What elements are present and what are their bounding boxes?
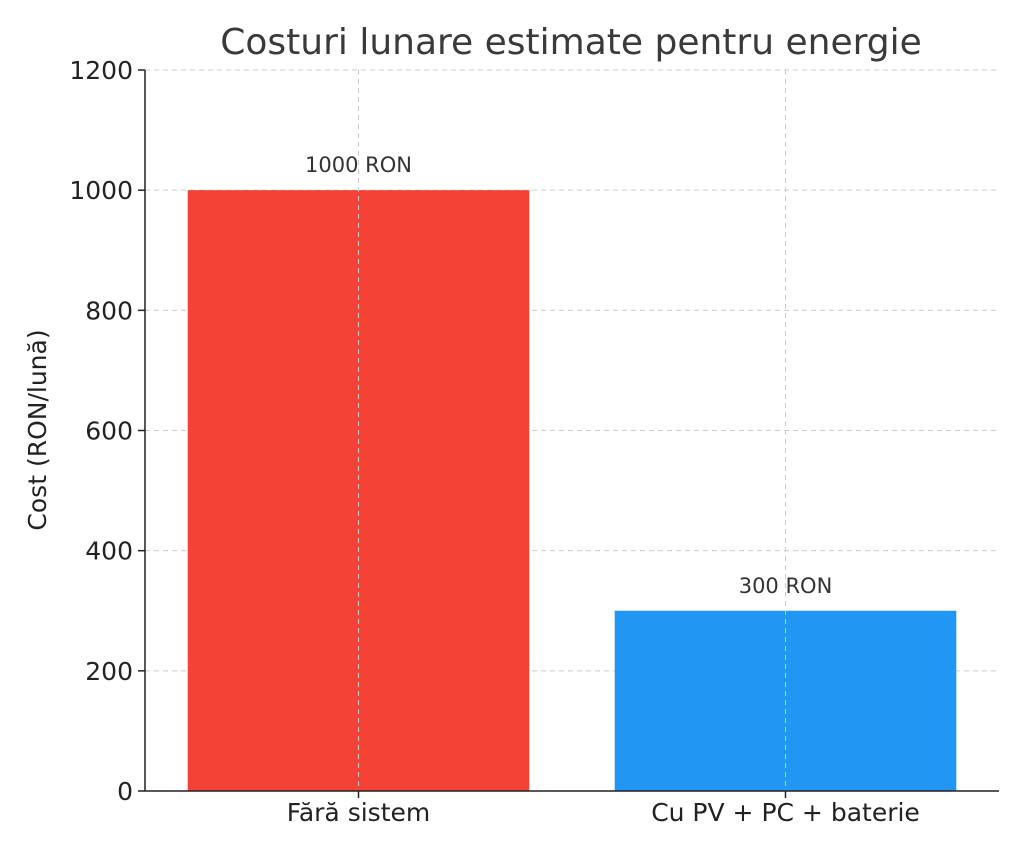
chart-title: Costuri lunare estimate pentru energie xyxy=(220,22,922,63)
bars: 1000 RON 300 RON xyxy=(187,70,957,791)
y-tick-label: 600 xyxy=(85,417,133,446)
y-tick-label: 800 xyxy=(85,296,133,325)
y-tick-label: 1000 xyxy=(69,176,133,205)
bar-data-label: 300 RON xyxy=(739,574,833,598)
axes: 0 200 400 600 800 1000 1200 Fără sistem Cu PV + … xyxy=(69,56,999,827)
y-tick-label: 0 xyxy=(117,777,133,806)
bar-data-label: 1000 RON xyxy=(305,153,412,177)
y-tick-label: 200 xyxy=(85,657,133,686)
y-tick-label: 1200 xyxy=(69,56,133,85)
y-tick-label: 400 xyxy=(85,537,133,566)
x-tick-label: Cu PV + PC + baterie xyxy=(651,798,920,827)
x-tick-label: Fără sistem xyxy=(287,798,430,827)
y-axis-label: Cost (RON/lună) xyxy=(23,329,52,530)
